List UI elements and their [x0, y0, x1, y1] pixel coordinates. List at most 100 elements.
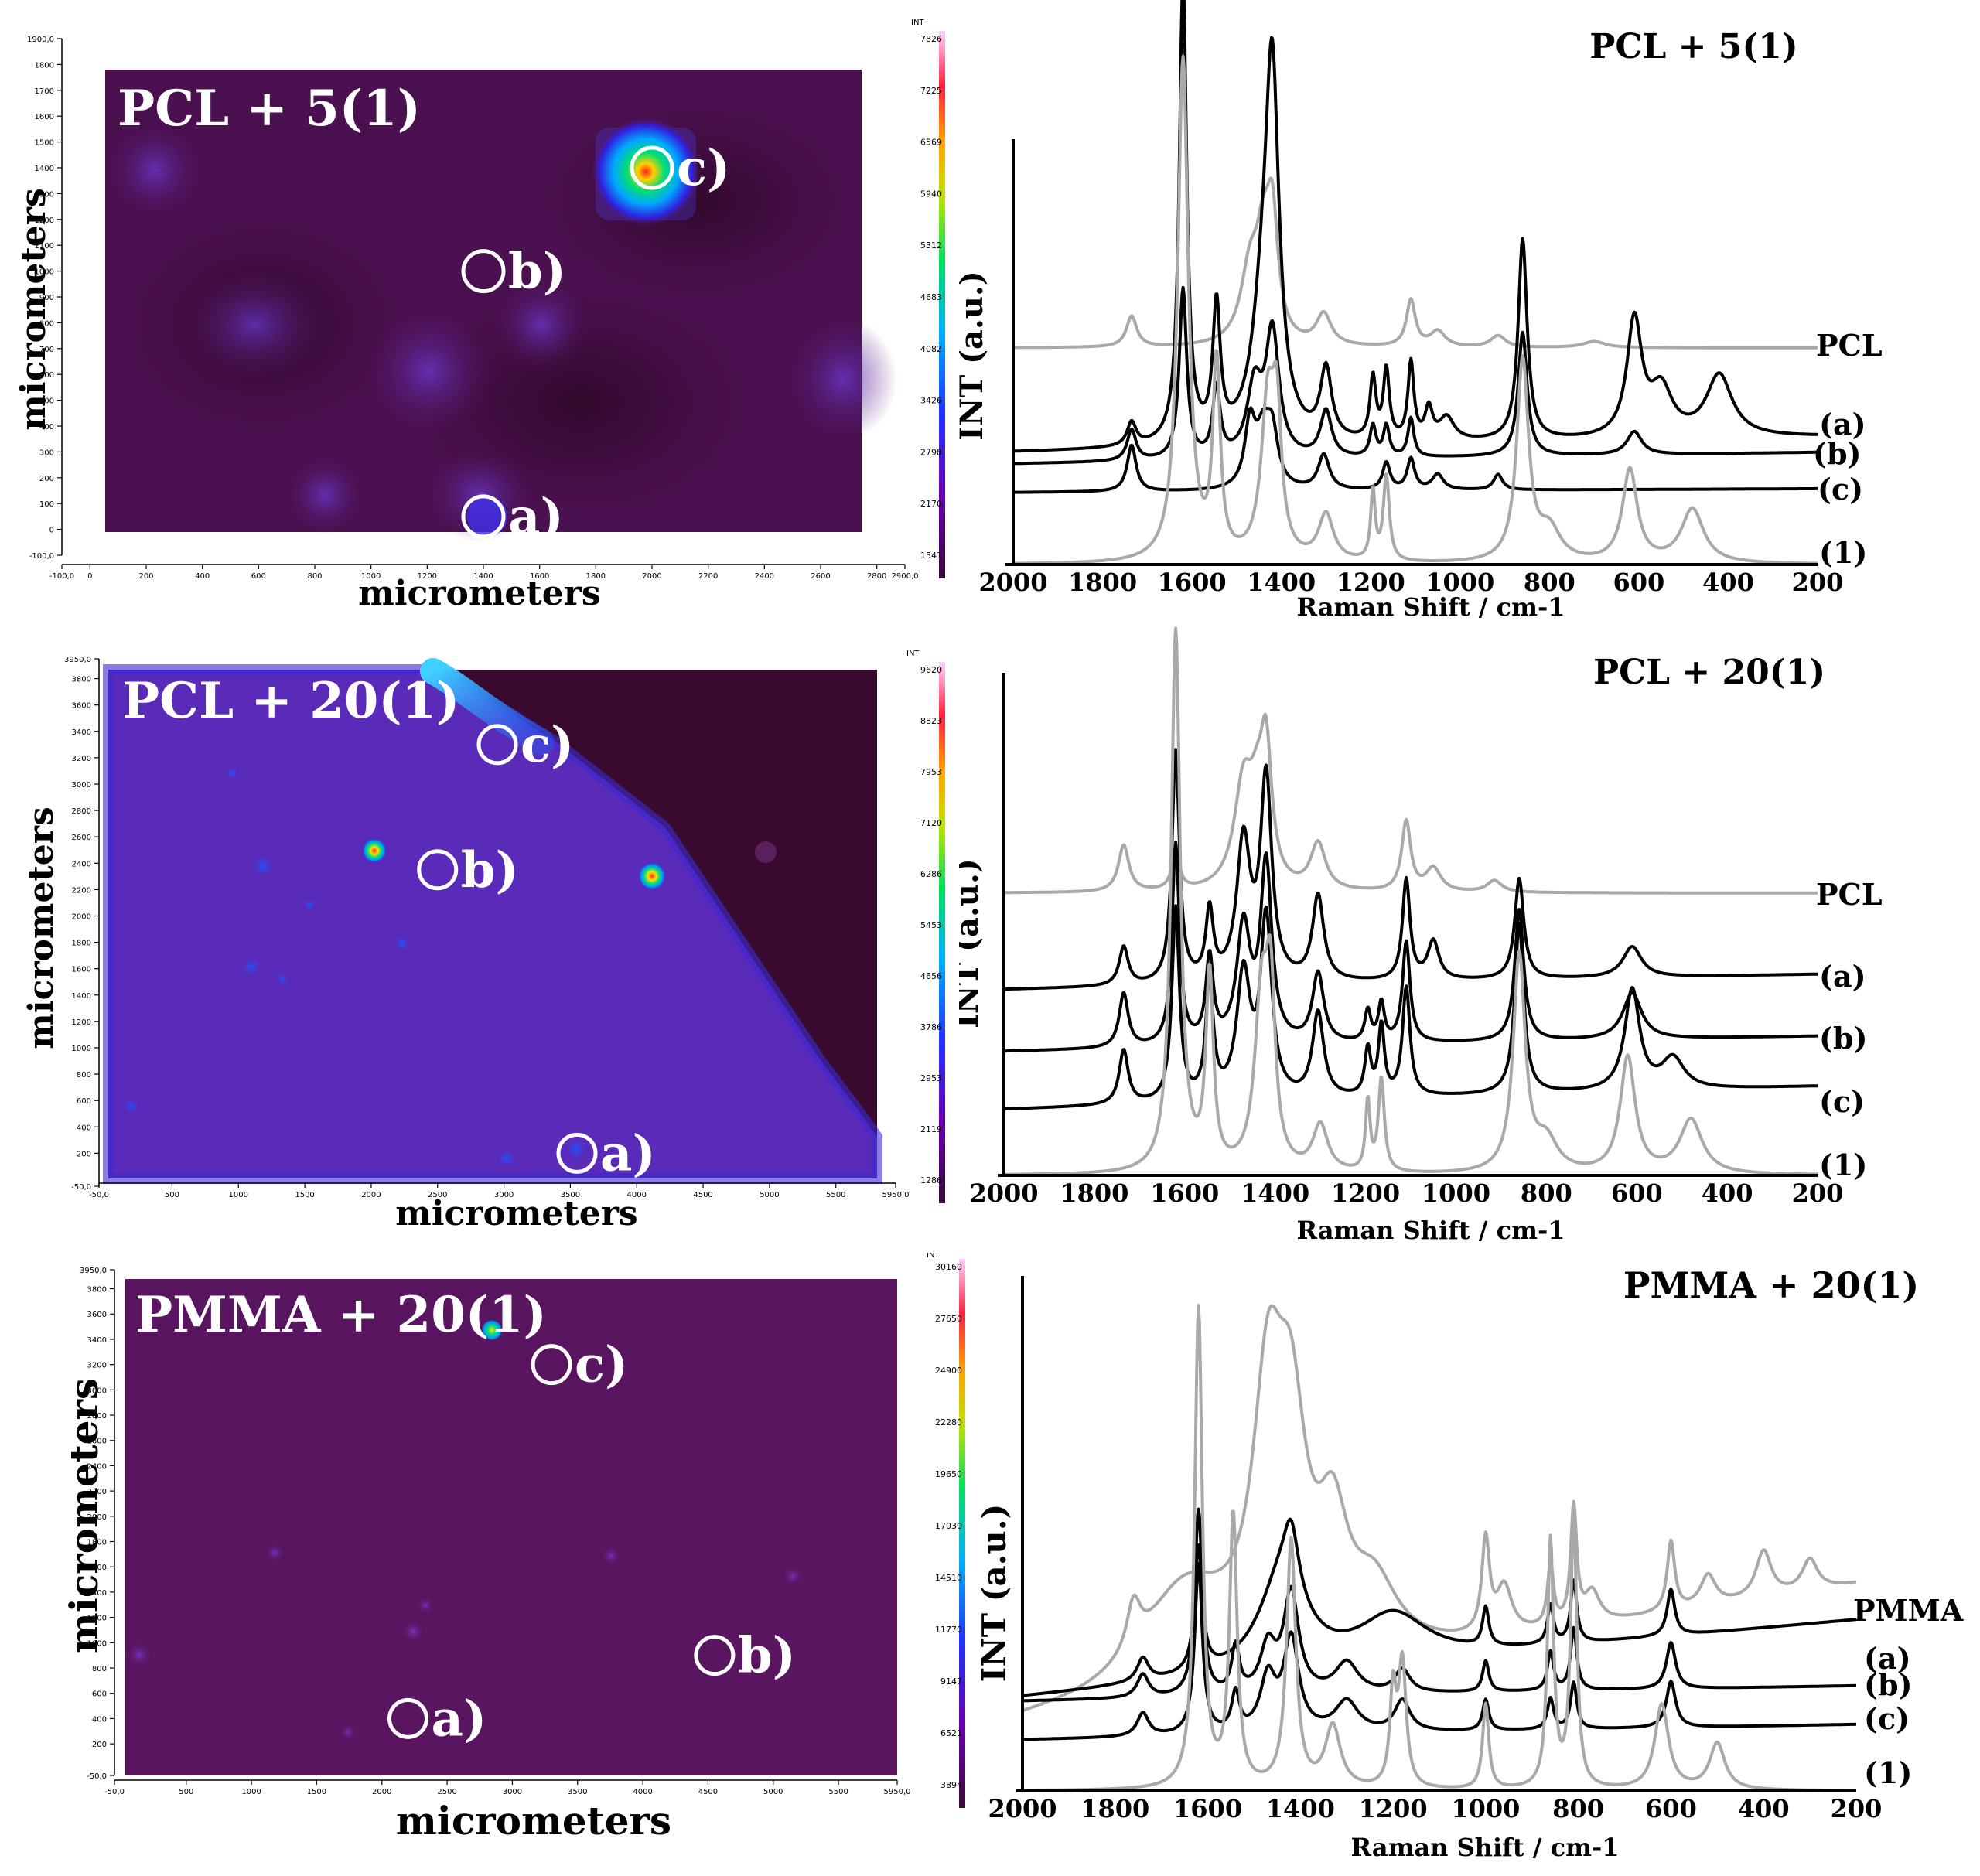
y-tick-label: 700 — [39, 346, 54, 354]
series-label: (1) — [1819, 535, 1867, 570]
colorbar-tick-label: 30160 — [935, 1262, 962, 1272]
raman-shift-tick-label: 1200 — [1331, 1178, 1400, 1208]
map-title: PMMA + 20(1) — [135, 1286, 547, 1344]
y-tick-label: 1600 — [35, 113, 54, 121]
y-tick-label: 600 — [39, 371, 54, 380]
y-tick-label: 1200 — [72, 1018, 91, 1027]
measurement-point-label: c) — [521, 716, 574, 774]
raman-map-pcl-5: 1900,0 1800 1700 1600 1500 1400 1300 1200 1100 10… — [14, 19, 945, 613]
measurement-point-label: a) — [432, 1690, 487, 1748]
colorbar-tick-label: 27650 — [935, 1314, 962, 1324]
colorbar-tick-label: 4082 — [920, 344, 942, 354]
y-tick-label: 800 — [39, 319, 54, 328]
y-tick-label: 3400 — [87, 1336, 107, 1345]
raman-shift-tick-label: 1200 — [1336, 568, 1405, 597]
x-tick-label: 5500 — [828, 1788, 848, 1796]
raman-shift-tick-label: 1400 — [1247, 568, 1316, 597]
spectrum-curve-c — [1022, 1561, 1857, 1741]
spectra-xlabel: Raman Shift / cm-1 — [1297, 592, 1565, 622]
colorbar — [939, 662, 945, 1203]
y-tick-label: 1200 — [35, 217, 54, 225]
x-tick-label: -100,0 — [50, 572, 74, 581]
colorbar-tick-label: 5453 — [920, 920, 942, 930]
x-tick-label: 500 — [165, 1191, 179, 1199]
y-tick-label: 2200 — [87, 1488, 107, 1496]
y-tick-label: 1700 — [35, 87, 54, 96]
x-tick-label: 3500 — [568, 1788, 587, 1796]
raman-shift-tick-label: 2000 — [969, 1178, 1038, 1208]
x-tick-label: 2000 — [361, 1191, 381, 1199]
x-tick-label: 1600 — [530, 572, 549, 581]
raman-shift-tick-label: 1400 — [1241, 1178, 1309, 1208]
raman-shift-tick-label: 800 — [1521, 1178, 1572, 1208]
x-tick-label: 400 — [195, 572, 210, 581]
raman-shift-tick-label: 1800 — [1068, 568, 1137, 597]
x-tick-label: 1000 — [229, 1191, 248, 1199]
y-tick-label: 200 — [39, 475, 54, 483]
measurement-point-marker — [556, 1132, 598, 1174]
x-tick-label: 2500 — [428, 1191, 447, 1199]
y-tick-label: 1500 — [35, 139, 54, 148]
measurement-point-marker — [417, 849, 459, 891]
colorbar-tick-label: 5940 — [920, 189, 942, 199]
series-label: (c) — [1819, 1084, 1865, 1119]
spectrum-curve-pcl — [1012, 176, 1818, 350]
y-tick-label: 200 — [77, 1150, 91, 1158]
spectrum-curve-c — [1012, 406, 1818, 494]
colorbar-tick-label: 6521 — [940, 1728, 962, 1738]
measurement-point-marker — [531, 1344, 572, 1386]
measurement-point-label: b) — [738, 1627, 796, 1685]
x-tick-label: 0 — [87, 572, 92, 581]
spectrum-curve-b — [1022, 1507, 1857, 1703]
x-tick-label: 1400 — [473, 572, 493, 581]
colorbar-tick-label: 9147 — [940, 1676, 962, 1687]
y-tick-label: 2000 — [72, 912, 91, 921]
y-tick-label: 3800 — [72, 676, 91, 684]
colorbar-tick-label: 6286 — [920, 869, 942, 879]
x-tick-label: 1500 — [295, 1191, 314, 1199]
spectrum-curve-b — [1003, 841, 1818, 1053]
map-ylabel: micrometers — [61, 1378, 107, 1653]
y-tick-label: 3400 — [72, 728, 91, 737]
measurement-point-label: c) — [677, 139, 730, 197]
map-title: PCL + 20(1) — [122, 672, 459, 730]
measurement-point-label: c) — [575, 1336, 628, 1394]
colorbar-tick-label: 19650 — [935, 1469, 962, 1479]
colorbar-tick-label: 7120 — [920, 818, 942, 828]
spectrum-curve-a — [1012, 0, 1818, 453]
series-label: (b) — [1813, 436, 1862, 471]
x-tick-label: -50,0 — [104, 1788, 125, 1796]
y-tick-label: -50,0 — [87, 1772, 107, 1781]
y-tick-label: 3200 — [72, 755, 91, 763]
y-tick-label: 400 — [39, 423, 54, 431]
x-tick-label: 2600 — [811, 572, 830, 581]
spectra-ylabel: INT (a.u.) — [975, 1504, 1013, 1683]
x-tick-label: 1200 — [418, 572, 437, 581]
series-label: (1) — [1819, 1148, 1867, 1182]
series-label: (1) — [1864, 1755, 1912, 1790]
measurement-point-marker — [461, 494, 506, 539]
colorbar-tick-label: 4683 — [920, 292, 942, 302]
y-tick-label: 1600 — [72, 966, 91, 974]
raman-shift-tick-label: 1600 — [1173, 1794, 1242, 1823]
x-tick-label: 1800 — [586, 572, 606, 581]
y-tick-label: 1100 — [35, 242, 54, 251]
x-tick-label: 5500 — [826, 1191, 845, 1199]
measurement-point-marker — [461, 249, 506, 294]
measurement-point-label: b) — [508, 243, 566, 301]
row-pcl-5: 1900,0 1800 1700 1600 1500 1400 1300 1200 1100 10… — [0, 0, 1980, 626]
spectra-title: PCL + 20(1) — [1593, 653, 1825, 692]
x-tick-label: 4500 — [693, 1191, 712, 1199]
y-tick-label: 1600 — [87, 1564, 107, 1572]
y-tick-label: 2600 — [87, 1438, 107, 1446]
x-tick-label: 1000 — [361, 572, 381, 581]
y-tick-label: 100 — [39, 500, 54, 509]
raman-shift-tick-label: 1400 — [1266, 1794, 1335, 1823]
colorbar-tick-label: 17030 — [935, 1521, 962, 1531]
x-tick-label: 4500 — [698, 1788, 718, 1796]
measurement-point-marker — [476, 724, 518, 766]
y-tick-label: 400 — [92, 1715, 107, 1724]
map-title: PCL + 5(1) — [118, 80, 421, 138]
x-tick-label: 2500 — [437, 1788, 456, 1796]
spectrum-curve-c — [1003, 904, 1818, 1111]
